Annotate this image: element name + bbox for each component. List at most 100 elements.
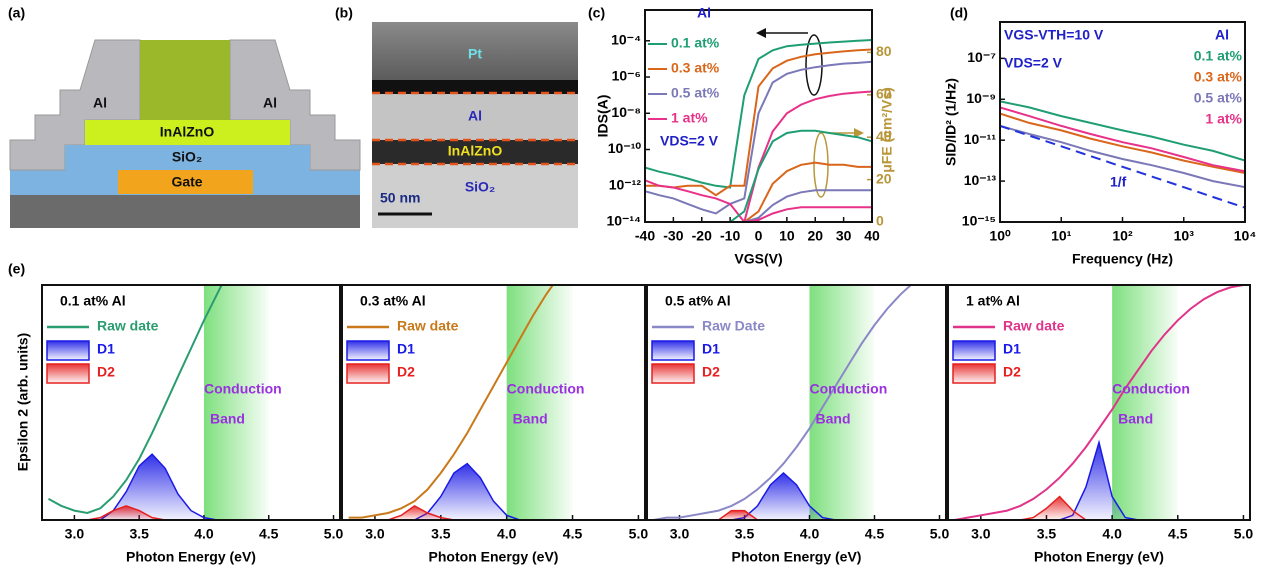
band-label: Conduction: [810, 381, 888, 397]
legend-label: Raw date: [1003, 318, 1065, 334]
x-axis-label: Photon Energy (eV): [1034, 549, 1164, 565]
layer-label: Al: [93, 95, 107, 111]
legend-label: D1: [97, 341, 115, 357]
y-tick-label: 10⁻¹⁰: [608, 140, 642, 156]
band-label: Band: [816, 411, 851, 427]
x-tick-label: 10²: [1112, 228, 1133, 244]
band-shade: [506, 285, 573, 520]
legend-label: 0.5 at%: [671, 85, 720, 101]
legend-label: 0.3 at%: [1194, 69, 1243, 85]
legend-label: D2: [1003, 364, 1021, 380]
line: [1000, 124, 1245, 189]
x-tick-label: 4.0: [800, 526, 820, 542]
line: [645, 60, 872, 215]
x-tick-label: 5.0: [629, 526, 649, 542]
plot-frame: [41, 284, 341, 521]
y-tick-label: 10⁻⁸: [611, 104, 641, 120]
y-axis-label: Epsilon 2 (arb. units): [15, 333, 31, 471]
panel-label: (c): [588, 5, 605, 21]
layer-label: Gate: [171, 174, 202, 190]
x-tick-label: 4.0: [194, 526, 214, 542]
x-axis-label: Photon Energy (eV): [126, 549, 256, 565]
legend-label: 0.5 at%: [1194, 90, 1243, 106]
x-tick-label: 4.5: [259, 526, 279, 542]
area: [48, 453, 334, 520]
x-tick-label: 10¹: [1051, 228, 1072, 244]
layer-label: SiO₂: [172, 149, 202, 165]
annotation: VGS-VTH=10 V: [1004, 27, 1104, 43]
legend-label: D1: [702, 341, 720, 357]
line: [653, 285, 913, 520]
y-tick-label: 10⁻¹⁴: [606, 213, 641, 229]
plot-frame: [644, 9, 873, 223]
annotation: Al: [1215, 27, 1229, 43]
y2-tick-label: 60: [876, 86, 892, 102]
x-axis-label: VGS(V): [734, 251, 782, 267]
panel-title: 0.3 at% Al: [360, 293, 426, 309]
x-tick-label: 3.0: [365, 526, 385, 542]
x-tick-label: 3.5: [1037, 526, 1057, 542]
line: [1000, 106, 1245, 173]
legend-label: D1: [1003, 341, 1021, 357]
x-tick-label: -10: [720, 228, 740, 244]
annotation: Al: [697, 5, 711, 21]
y-axis-label: SID/ID² (1/Hz): [943, 78, 959, 166]
y-tick-label: 10⁻¹⁵: [962, 213, 996, 229]
x-tick-label: 3.5: [129, 526, 149, 542]
y-tick-label: 10⁻¹³: [964, 172, 997, 188]
layer-label: Al: [263, 95, 277, 111]
x-tick-label: 30: [836, 228, 852, 244]
x-tick-label: -20: [692, 228, 712, 244]
y-axis-label: IDS(A): [595, 95, 611, 138]
line: [645, 48, 872, 197]
line: [48, 285, 223, 515]
line: [1000, 124, 1245, 209]
x-tick-label: 4.5: [563, 526, 583, 542]
x-tick-label: 4.5: [1168, 526, 1188, 542]
y2-tick-label: 40: [876, 128, 892, 144]
y-tick-label: 10⁻⁴: [611, 31, 641, 47]
panel-title: 0.5 at% Al: [665, 293, 731, 309]
layer-label: InAlZnO: [160, 124, 215, 140]
area: [954, 439, 1244, 520]
y-tick-label: 10⁻⁷: [967, 49, 996, 65]
annotation: 1/f: [1110, 174, 1127, 190]
x-tick-label: 10⁴: [1234, 228, 1257, 244]
line: [1000, 112, 1245, 174]
x-tick-label: -40: [635, 228, 655, 244]
band-label: Conduction: [1112, 381, 1190, 397]
panel-label: (e): [8, 261, 25, 277]
y-tick-label: 10⁻¹¹: [964, 131, 997, 147]
band-shade: [1112, 285, 1178, 520]
legend-label: 0.3 at%: [671, 60, 720, 76]
line: [645, 206, 872, 222]
panel-label: (b): [335, 5, 353, 21]
y2-axis-label: μFE (cm²/Vs): [879, 87, 895, 173]
x-tick-label: 5.0: [930, 526, 950, 542]
x-tick-label: 4.0: [1102, 526, 1122, 542]
y2-tick-label: 20: [876, 170, 892, 186]
area: [653, 509, 940, 520]
plot-frame: [999, 21, 1246, 223]
y2-tick-label: 80: [876, 43, 892, 59]
x-tick-label: 4.0: [497, 526, 517, 542]
legend-label: D2: [397, 364, 415, 380]
layer-label: SiO₂: [465, 179, 495, 195]
y2-tick-label: 0: [876, 213, 884, 229]
legend-swatch: [651, 340, 695, 361]
y-tick-label: 10⁻⁹: [966, 90, 996, 106]
annotation-shapes: [756, 28, 864, 198]
tem-image: Pt Al InAlZnO SiO₂ 50 nm: [372, 22, 578, 228]
x-tick-label: 20: [807, 228, 823, 244]
legend-swatch: [346, 340, 390, 361]
legend-label: 1 at%: [1205, 111, 1242, 127]
legend-label: Raw date: [397, 318, 459, 334]
y-tick-label: 10⁻¹²: [609, 176, 642, 192]
x-tick-label: 0: [755, 228, 763, 244]
layer-label: Pt: [468, 46, 482, 62]
x-axis-label: Photon Energy (eV): [732, 549, 862, 565]
x-tick-label: 4.5: [865, 526, 885, 542]
line: [954, 285, 1244, 520]
x-tick-label: 3.0: [971, 526, 991, 542]
